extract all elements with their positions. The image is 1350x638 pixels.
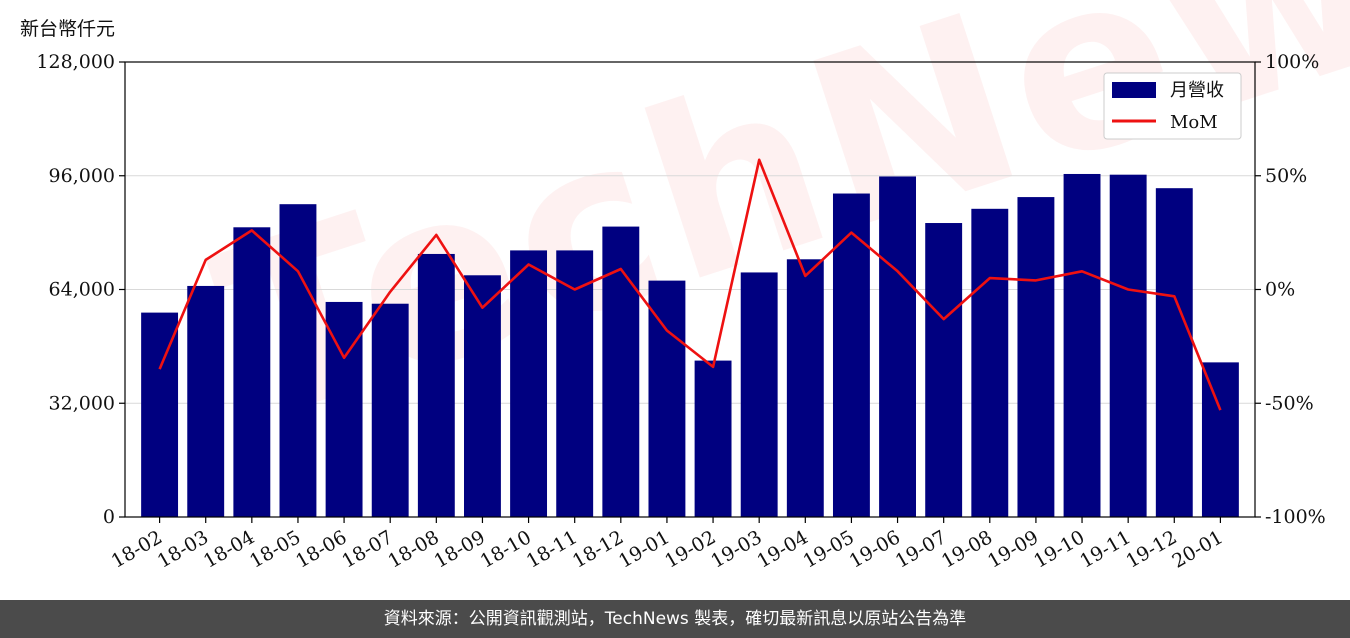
x-tick-label: 18-11 xyxy=(523,526,581,572)
revenue-bar xyxy=(694,360,732,517)
x-tick-label: 18-07 xyxy=(338,526,396,572)
mom-line-series xyxy=(158,158,1222,411)
y-right-tick-label: 100% xyxy=(1265,51,1319,73)
y-left-tick-label: 128,000 xyxy=(36,51,115,73)
y-axis-right-ticks: -100% -50% 0% 50% 100% xyxy=(1255,51,1326,528)
revenue-bar xyxy=(187,285,225,517)
revenue-bar xyxy=(325,301,363,517)
y-axis-unit-label: 新台幣仟元 xyxy=(20,18,116,40)
x-tick-label: 19-04 xyxy=(753,526,811,572)
y-left-tick-label: 96,000 xyxy=(49,165,115,187)
revenue-bar xyxy=(279,204,317,517)
x-tick-label: 18-10 xyxy=(477,526,535,572)
revenue-bar xyxy=(556,250,594,517)
y-right-tick-label: -50% xyxy=(1265,392,1314,414)
x-tick-label: 18-02 xyxy=(108,526,166,572)
x-tick-label: 19-02 xyxy=(661,526,719,572)
x-tick-label: 18-04 xyxy=(200,526,258,572)
x-tick-label: 19-05 xyxy=(799,526,857,572)
x-tick-label: 19-03 xyxy=(707,526,765,572)
y-right-tick-label: 50% xyxy=(1265,165,1307,187)
revenue-bar xyxy=(925,223,963,517)
revenue-bar xyxy=(371,303,409,517)
legend-bar-label: 月營收 xyxy=(1170,80,1224,101)
revenue-bar xyxy=(971,208,1009,517)
revenue-bar xyxy=(233,227,271,517)
legend-line-label: MoM xyxy=(1170,112,1218,133)
x-tick-label: 18-08 xyxy=(384,526,442,572)
x-tick-label: 19-01 xyxy=(615,526,673,572)
legend-bar-swatch xyxy=(1112,82,1156,98)
x-tick-label: 19-09 xyxy=(984,526,1042,572)
x-tick-label: 18-05 xyxy=(246,526,304,572)
x-tick-label: 18-12 xyxy=(569,526,627,572)
revenue-bar xyxy=(1063,173,1101,517)
x-axis-ticks: 18-0218-0318-0418-0518-0618-0718-0818-09… xyxy=(108,517,1227,573)
x-tick-label: 18-09 xyxy=(431,526,489,572)
revenue-bar xyxy=(1155,188,1193,517)
revenue-bar xyxy=(1201,362,1239,517)
x-tick-label: 19-06 xyxy=(846,526,904,572)
source-footer: 資料來源：公開資訊觀測站，TechNews 製表，確切最新訊息以原站公告為準 xyxy=(0,600,1350,638)
x-tick-label: 18-03 xyxy=(154,526,212,572)
mom-line xyxy=(158,158,1222,411)
x-tick-label: 19-10 xyxy=(1030,526,1088,572)
revenue-bar xyxy=(510,250,548,517)
revenue-bar xyxy=(879,176,916,517)
x-tick-label: 19-08 xyxy=(938,526,996,572)
revenue-bar xyxy=(740,272,778,517)
legend: 月營收 MoM xyxy=(1103,72,1242,140)
x-tick-label: 19-07 xyxy=(892,526,950,572)
y-left-tick-label: 64,000 xyxy=(49,279,115,301)
revenue-bar xyxy=(832,193,870,517)
revenue-bar xyxy=(1109,174,1147,517)
x-tick-label: 18-06 xyxy=(292,526,350,572)
revenue-bar xyxy=(141,312,179,517)
y-right-tick-label: -100% xyxy=(1265,506,1326,528)
bar-series xyxy=(141,173,1239,517)
x-tick-label: 19-11 xyxy=(1076,526,1134,572)
revenue-bar xyxy=(464,275,501,517)
revenue-bar xyxy=(1017,197,1055,517)
revenue-bar xyxy=(648,280,686,517)
x-tick-label: 19-12 xyxy=(1122,526,1180,572)
y-right-tick-label: 0% xyxy=(1265,279,1295,301)
y-left-tick-label: 0 xyxy=(103,506,115,528)
revenue-bar xyxy=(786,259,824,517)
chart: 0 32,000 64,000 96,000 128,000 -100% -50% 0% 50… xyxy=(36,51,1326,573)
y-left-tick-label: 32,000 xyxy=(49,392,115,414)
revenue-bar xyxy=(417,253,455,517)
x-tick-label: 20-01 xyxy=(1168,526,1226,572)
y-axis-left-ticks: 0 32,000 64,000 96,000 128,000 xyxy=(36,51,125,528)
